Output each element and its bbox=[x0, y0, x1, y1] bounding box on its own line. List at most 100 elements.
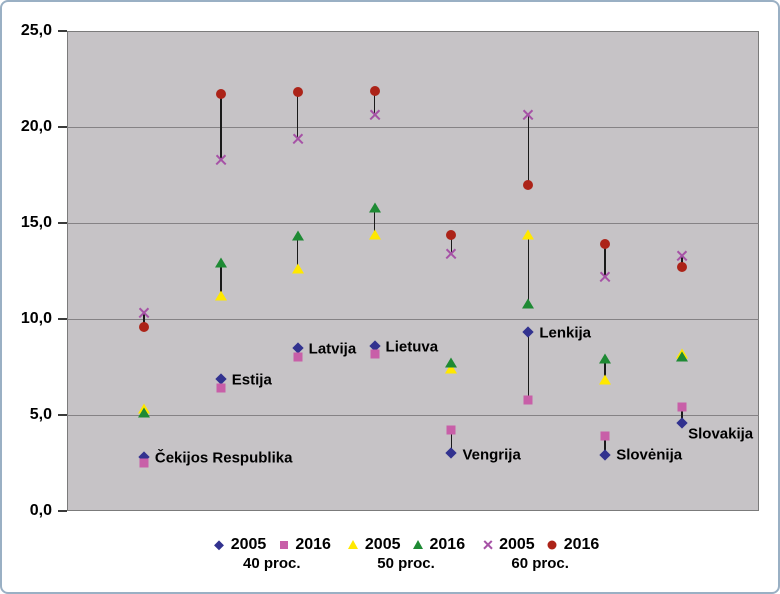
connector-line bbox=[296, 236, 299, 270]
marker-triangle-50proc-2016 bbox=[676, 351, 689, 362]
marker-x-60proc-2005 bbox=[522, 109, 534, 121]
marker-x-60proc-2005 bbox=[138, 307, 150, 319]
marker-triangle-50proc-2005 bbox=[522, 229, 535, 240]
gridline bbox=[67, 222, 759, 224]
marker-square-40proc-2016 bbox=[523, 395, 533, 405]
legend-item-label: 2016 bbox=[295, 536, 331, 553]
marker-circle-60proc-2016 bbox=[369, 85, 380, 96]
legend-marker bbox=[481, 538, 494, 551]
legend-group-label: 50 proc. bbox=[377, 555, 435, 572]
marker-triangle-50proc-2005 bbox=[291, 263, 304, 274]
legend-group: 2005 2016 40 proc. bbox=[213, 535, 331, 573]
marker-x-60proc-2005 bbox=[599, 271, 611, 283]
connector-line bbox=[681, 255, 683, 268]
legend-items-row: 2005 2016 bbox=[347, 535, 465, 554]
legend-item-label: 2016 bbox=[563, 536, 600, 553]
point-label: Lenkija bbox=[539, 324, 592, 342]
legend-marker bbox=[412, 538, 425, 551]
marker-square-40proc-2016 bbox=[139, 458, 149, 468]
point-label: Slovėnija bbox=[616, 446, 683, 464]
marker-circle-60proc-2016 bbox=[523, 179, 534, 190]
marker-triangle-50proc-2016 bbox=[445, 357, 458, 368]
legend-item: 2005 bbox=[481, 535, 535, 554]
y-axis-tick bbox=[58, 30, 67, 32]
marker-circle-60proc-2016 bbox=[446, 229, 457, 240]
plot-area bbox=[67, 31, 759, 511]
legend-item: 2016 bbox=[546, 535, 600, 554]
marker-circle-60proc-2016 bbox=[677, 262, 688, 273]
legend-marker bbox=[277, 538, 290, 551]
legend-item-label: 2005 bbox=[499, 536, 535, 553]
marker-x-60proc-2005 bbox=[676, 250, 688, 262]
connector-line bbox=[527, 234, 530, 304]
diamond-icon bbox=[214, 539, 224, 550]
point-label: Lietuva bbox=[385, 338, 439, 356]
triangle-icon bbox=[348, 539, 359, 549]
legend: 2005 2016 40 proc. 2005 2016 50 proc. 2005 2016… bbox=[30, 535, 778, 573]
legend-items-row: 2005 2016 bbox=[213, 535, 331, 554]
point-label: Estija bbox=[231, 371, 272, 389]
marker-triangle-50proc-2016 bbox=[368, 202, 381, 213]
marker-x-60proc-2005 bbox=[292, 133, 304, 145]
marker-triangle-50proc-2005 bbox=[214, 290, 227, 301]
marker-square-40proc-2016 bbox=[600, 431, 610, 441]
legend-group: 2005 2016 60 proc. bbox=[481, 535, 599, 573]
connector-line bbox=[527, 332, 530, 400]
marker-square-40proc-2016 bbox=[446, 425, 456, 435]
connector-line bbox=[220, 263, 222, 296]
marker-triangle-50proc-2016 bbox=[599, 353, 612, 364]
marker-square-40proc-2016 bbox=[370, 349, 380, 359]
legend-marker bbox=[213, 538, 226, 551]
connector-line bbox=[604, 359, 606, 381]
gridline bbox=[67, 126, 759, 128]
legend-item-label: 2016 bbox=[429, 536, 466, 553]
marker-x-60proc-2005 bbox=[369, 109, 381, 121]
y-axis-tick bbox=[58, 510, 67, 512]
connector-line bbox=[450, 430, 453, 454]
marker-triangle-50proc-2016 bbox=[522, 298, 535, 309]
triangle-icon bbox=[413, 539, 423, 549]
legend-items-row: 2005 2016 bbox=[481, 535, 599, 554]
connector-line bbox=[681, 407, 683, 423]
legend-group-label: 40 proc. bbox=[243, 555, 301, 572]
y-axis-label: 10,0 bbox=[20, 310, 52, 327]
gridline bbox=[67, 318, 759, 320]
point-label: Slovakija bbox=[688, 425, 754, 443]
square-icon bbox=[279, 540, 288, 549]
marker-circle-60proc-2016 bbox=[292, 87, 303, 98]
marker-triangle-50proc-2016 bbox=[137, 407, 150, 418]
connector-line bbox=[527, 115, 530, 185]
connector-line bbox=[296, 92, 299, 139]
legend-group: 2005 2016 50 proc. bbox=[347, 535, 465, 573]
point-label: Vengrija bbox=[462, 446, 521, 464]
y-axis-label: 15,0 bbox=[20, 214, 52, 231]
marker-triangle-50proc-2005 bbox=[368, 229, 381, 240]
y-axis-tick bbox=[58, 222, 67, 224]
legend-item: 2005 bbox=[213, 535, 267, 554]
connector-line bbox=[373, 207, 376, 235]
marker-square-40proc-2016 bbox=[677, 402, 687, 412]
y-axis-label: 25,0 bbox=[20, 22, 52, 39]
legend-item: 2016 bbox=[277, 535, 331, 554]
y-axis-label: 20,0 bbox=[20, 118, 52, 135]
y-axis-label: 5,0 bbox=[29, 406, 52, 423]
connector-line bbox=[604, 436, 606, 456]
marker-square-40proc-2016 bbox=[216, 383, 226, 393]
marker-triangle-50proc-2005 bbox=[445, 363, 458, 374]
gridline bbox=[67, 414, 759, 416]
legend-marker bbox=[546, 538, 559, 551]
legend-marker bbox=[347, 538, 360, 551]
marker-circle-60proc-2016 bbox=[215, 89, 226, 100]
connector-line bbox=[450, 234, 453, 254]
marker-triangle-50proc-2005 bbox=[599, 374, 612, 385]
marker-circle-60proc-2016 bbox=[138, 321, 149, 332]
connector-line bbox=[220, 94, 222, 160]
y-axis-tick bbox=[58, 318, 67, 320]
x-icon bbox=[482, 539, 494, 551]
y-axis-tick bbox=[58, 414, 67, 416]
legend-item: 2005 bbox=[347, 535, 401, 554]
marker-circle-60proc-2016 bbox=[600, 239, 611, 250]
marker-square-40proc-2016 bbox=[293, 352, 303, 362]
legend-item-label: 2005 bbox=[230, 536, 267, 553]
